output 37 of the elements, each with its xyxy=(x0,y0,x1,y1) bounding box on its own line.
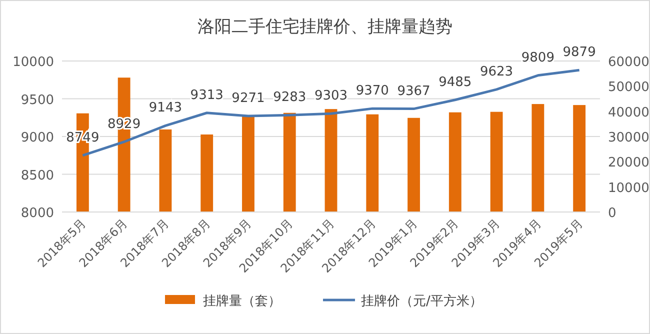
bar xyxy=(283,112,296,212)
data-label: 9623 xyxy=(480,64,514,80)
bar xyxy=(448,112,462,212)
data-label: 9485 xyxy=(438,74,472,90)
bar xyxy=(408,118,420,212)
y-tick-label: 8500 xyxy=(20,168,54,184)
y-tick-label: 9500 xyxy=(20,92,54,108)
data-label: 9313 xyxy=(190,88,224,103)
bar xyxy=(159,129,172,212)
bar xyxy=(573,105,586,212)
y2-tick-label: 20000 xyxy=(608,156,650,171)
data-label: 9370 xyxy=(356,84,389,99)
y2-tick-label: 30000 xyxy=(608,130,650,146)
y-tick-label: 8000 xyxy=(20,206,54,221)
bar xyxy=(490,112,503,212)
bar xyxy=(324,109,338,212)
data-label: 9143 xyxy=(148,100,182,116)
data-label: 9271 xyxy=(232,91,265,106)
data-label: 9303 xyxy=(314,88,348,104)
y2-tick-label: 60000 xyxy=(608,55,650,70)
data-label: 9367 xyxy=(397,84,430,99)
y2-tick-label: 0 xyxy=(608,206,616,221)
data-label: 9809 xyxy=(521,50,554,66)
y-tick-label: 9000 xyxy=(20,130,54,146)
bar xyxy=(242,116,254,212)
legend-label: 挂牌量（套） xyxy=(203,294,281,309)
chart-title: 洛阳二手住宅挂牌价、挂牌量趋势 xyxy=(198,17,452,37)
bar xyxy=(200,134,214,212)
data-label: 9879 xyxy=(562,45,596,60)
bar xyxy=(532,104,544,212)
y-tick-label: 10000 xyxy=(12,55,54,70)
legend-label: 挂牌价（元/平方米） xyxy=(361,293,482,309)
data-label: 9283 xyxy=(273,90,306,106)
y2-tick-label: 10000 xyxy=(608,180,650,196)
bar xyxy=(366,114,379,212)
y2-tick-label: 50000 xyxy=(608,80,650,96)
y2-tick-label: 40000 xyxy=(608,105,650,120)
